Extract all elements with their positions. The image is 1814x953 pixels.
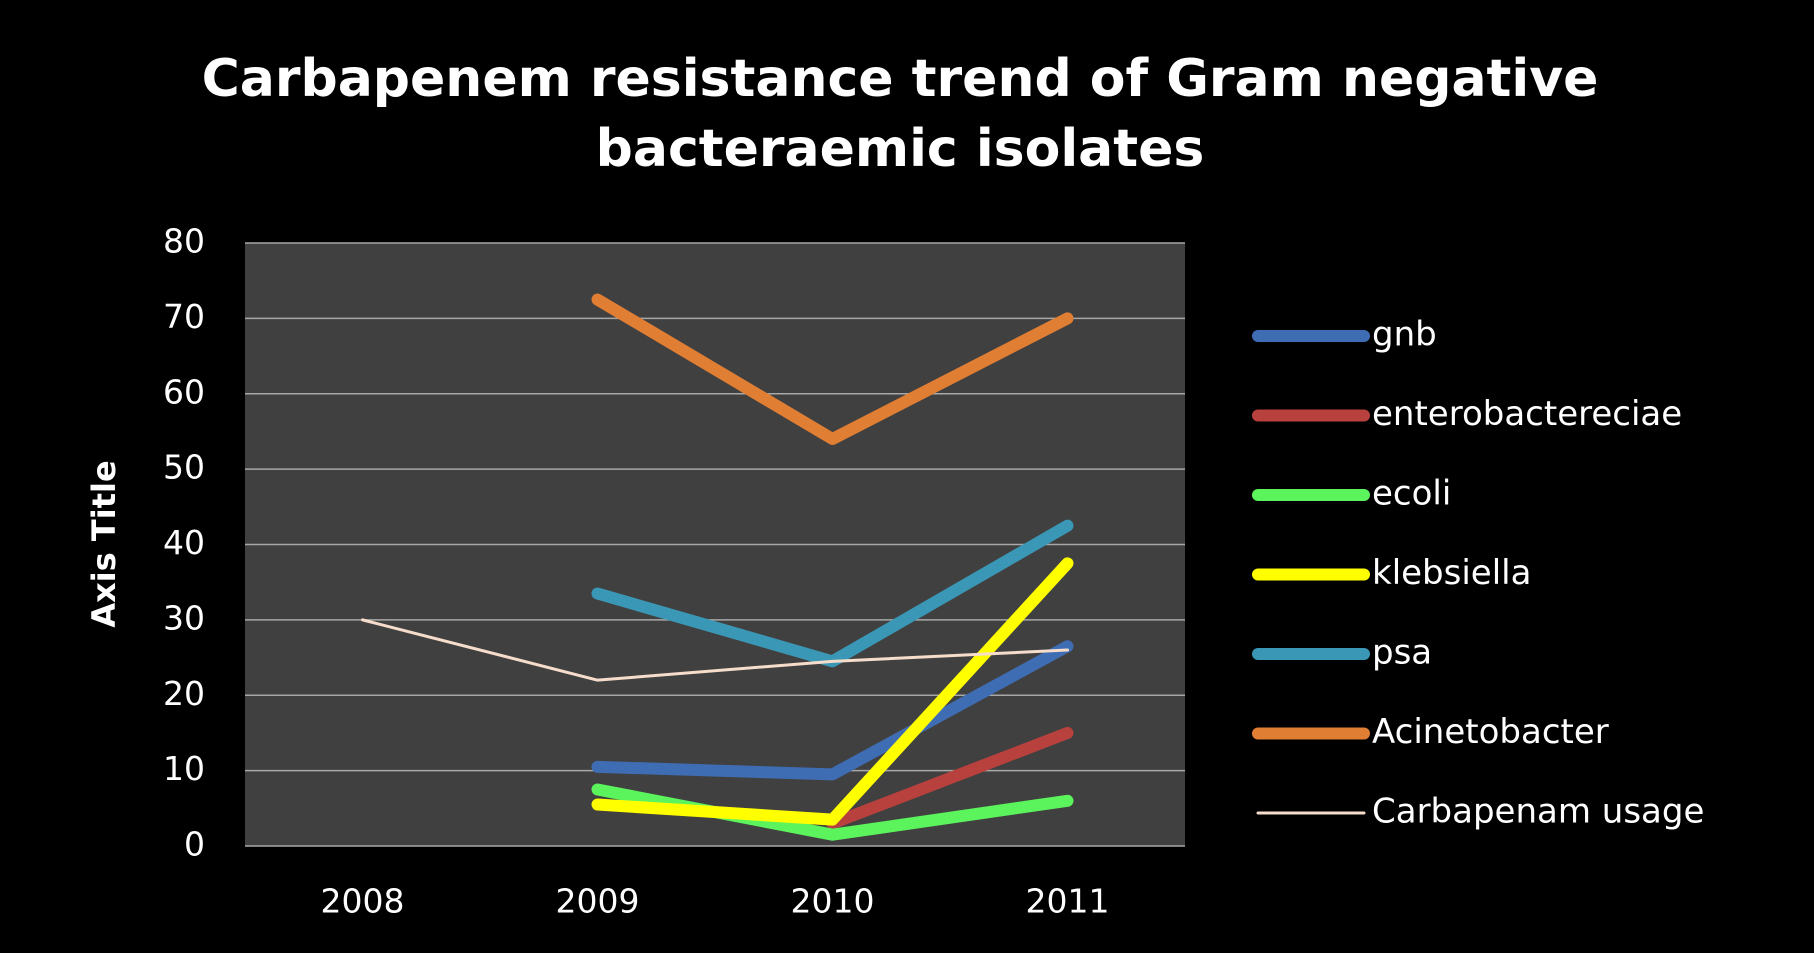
x-tick-label: 2011	[1026, 882, 1110, 921]
y-tick-label: 30	[163, 598, 205, 637]
y-tick-label: 0	[184, 825, 205, 864]
series-line	[826, 726, 1074, 830]
series-line	[591, 293, 1074, 445]
series-line	[591, 640, 1074, 781]
legend-label: Carbapenam usage	[1372, 792, 1704, 832]
series-line	[591, 557, 1074, 826]
legend-label: enterobactereciae	[1372, 394, 1682, 434]
y-tick-label: 20	[163, 674, 205, 713]
y-tick-label: 60	[163, 372, 205, 411]
legend-label: ecoli	[1372, 474, 1451, 514]
series-line	[361, 618, 1069, 682]
y-tick-label: 70	[163, 297, 205, 336]
y-tick-label: 40	[163, 523, 205, 562]
legend-label: Acinetobacter	[1372, 712, 1609, 752]
legend-label: gnb	[1372, 315, 1437, 355]
chart-title: Carbapenem resistance trend of Gram nega…	[202, 49, 1599, 179]
y-tick-label: 10	[163, 749, 205, 788]
x-tick-label: 2008	[321, 882, 405, 921]
y-tick-label: 80	[163, 222, 205, 261]
legend-label: psa	[1372, 633, 1432, 673]
x-tick-label: 2010	[791, 882, 875, 921]
y-tick-label: 50	[163, 448, 205, 487]
x-tick-label: 2009	[556, 882, 640, 921]
legend-label: klebsiella	[1372, 553, 1531, 593]
y-axis-title: Axis Title	[85, 460, 123, 627]
